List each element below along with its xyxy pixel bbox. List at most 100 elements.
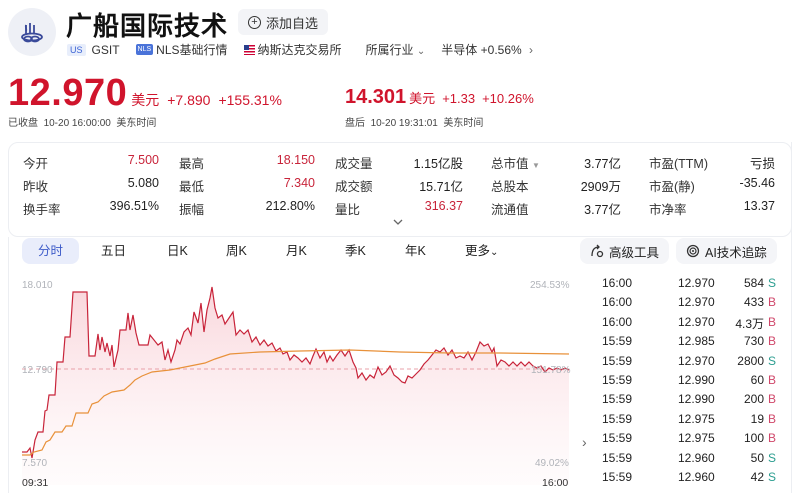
trade-volume: 2800 [737,353,764,368]
tab-more[interactable]: 更多⌄ [465,238,498,264]
trade-side: B [767,411,776,426]
close-time: 已收盘 10-20 16:00:00 美东时间 [8,114,156,129]
chevron-right-icon[interactable]: › [582,434,587,450]
chevron-down-icon: ⌄ [416,46,426,57]
average-price-line [22,349,570,456]
tab-daily-k[interactable]: 日K [167,244,188,258]
us-flag-icon [243,44,255,55]
trade-row: 15:59 12.990 60 B [600,373,790,392]
trade-time: 15:59 [602,469,633,484]
tab-more-label: 更多 [465,244,491,258]
stat-value: 亏损 [749,157,775,171]
quote-time: 10-20 16:00:00 [43,118,111,129]
stat-label: 最低 [179,180,205,194]
company-logo-icon [21,23,43,43]
chevron-right-icon: › [529,43,534,57]
trade-time: 15:59 [602,334,633,349]
trade-price: 12.975 [678,411,715,426]
tab-quarterly-k[interactable]: 季K [345,244,366,258]
stat-value: 7.500 [127,153,159,167]
trade-volume: 42 [750,469,764,484]
trade-side: B [767,392,776,407]
stat-value: 3.77亿 [584,157,621,171]
stat-value: 5.080 [127,176,159,190]
stat-value: -35.46 [739,176,775,190]
trade-row: 15:59 12.975 19 B [600,412,790,431]
trade-side: B [767,334,776,349]
intraday-chart[interactable]: 18.010 12.790 7.570 254.53% 151.78% 49.0… [0,270,600,493]
last-price: 12.970 [8,72,128,114]
stock-name: 广船国际技术 [66,11,229,41]
trade-row: 15:59 12.985 730 B [600,334,790,353]
trade-row: 15:59 12.975 100 B [600,431,790,450]
trade-volume: 60 [750,372,764,387]
stat-label: 换手率 [23,203,61,217]
industry-label: 所属行业 [365,43,414,57]
tab-five-day[interactable]: 五日 [101,244,127,258]
trade-time: 15:59 [602,392,633,407]
y-axis-min: 7.570 [22,458,48,469]
advanced-tools-button[interactable]: 高级工具 [580,238,670,264]
trade-volume: 50 [750,450,764,465]
ai-tracking-button[interactable]: AI技术追踪 [676,238,777,264]
tab-monthly-k[interactable]: 月K [286,244,307,258]
expand-chevron-icon[interactable] [393,218,403,226]
trade-row: 16:00 12.970 4.3万 B [600,315,790,334]
company-logo [8,8,56,56]
stat-label: 市净率 [649,203,687,217]
ticker: GSIT [91,42,120,57]
trade-volume: 730 [743,334,764,349]
trade-time: 15:59 [602,431,633,446]
trade-time: 16:00 [602,276,633,290]
stat-value: 2909万 [580,180,621,194]
price-area [22,287,569,485]
trade-price: 12.960 [678,469,715,484]
industry-dropdown[interactable]: 所属行业 ⌄ [366,41,426,58]
trade-volume: 100 [743,431,764,446]
stat-label: 市盈(静) [649,180,695,194]
stat-value: 15.71亿 [419,180,463,194]
after-hours-time: 盘后 10-20 19:31:01 美东时间 [345,114,483,129]
y-axis-mid: 12.790 [22,365,53,376]
stat-label: 今开 [23,157,49,171]
trade-price: 12.960 [678,450,715,465]
trade-time: 15:59 [602,450,633,465]
tab-intraday[interactable]: 分时 [22,238,80,264]
stat-value: 18.150 [276,153,315,167]
trade-side: B [767,314,776,329]
tools-icon [591,244,604,258]
plus-circle-icon: + [248,15,261,29]
trade-side: B [767,295,776,310]
trade-row: 15:59 12.960 50 S [600,451,790,470]
ai-tracking-label: AI技术追踪 [705,245,767,260]
stat-label: 成交量 [335,157,373,171]
sector-link[interactable]: 半导体 +0.56% › [441,41,533,58]
trade-time: 16:00 [602,295,633,310]
stat-label: 昨收 [23,180,49,194]
stat-value: 7.340 [283,176,315,190]
after-hours-quote: 14.301 美元 +1.33 +10.26% [345,86,534,109]
tab-weekly-k[interactable]: 周K [226,244,247,258]
stat-value: 3.77亿 [584,203,621,217]
stat-label: 流通值 [491,203,529,217]
trade-row: 15:59 12.960 42 S [600,470,790,489]
trade-side: B [767,372,776,387]
panel-border [8,237,9,493]
stat-label: 最高 [179,157,205,171]
add-to-watchlist-button[interactable]: + 添加自选 [238,9,329,35]
trade-side: S [767,353,776,368]
stock-meta: US GSIT NLS NLS基础行情 纳斯达克交易所 所属行业 ⌄ 半导体 +… [67,41,533,58]
stat-label: 成交额 [335,180,373,194]
trade-price: 12.990 [678,372,715,387]
trade-volume: 584 [743,276,764,290]
stat-label: 总股本 [491,180,529,194]
stat-value: 13.37 [743,199,775,213]
trade-price: 12.990 [678,392,715,407]
tab-yearly-k[interactable]: 年K [405,244,426,258]
trade-time: 15:59 [602,353,633,368]
market-status: 已收盘 [8,118,38,129]
trade-side: B [767,431,776,446]
ai-radar-icon [686,244,700,258]
stat-label: 量比 [335,203,361,217]
main-quote: 12.970 美元 +7.890 +155.31% [8,72,282,115]
